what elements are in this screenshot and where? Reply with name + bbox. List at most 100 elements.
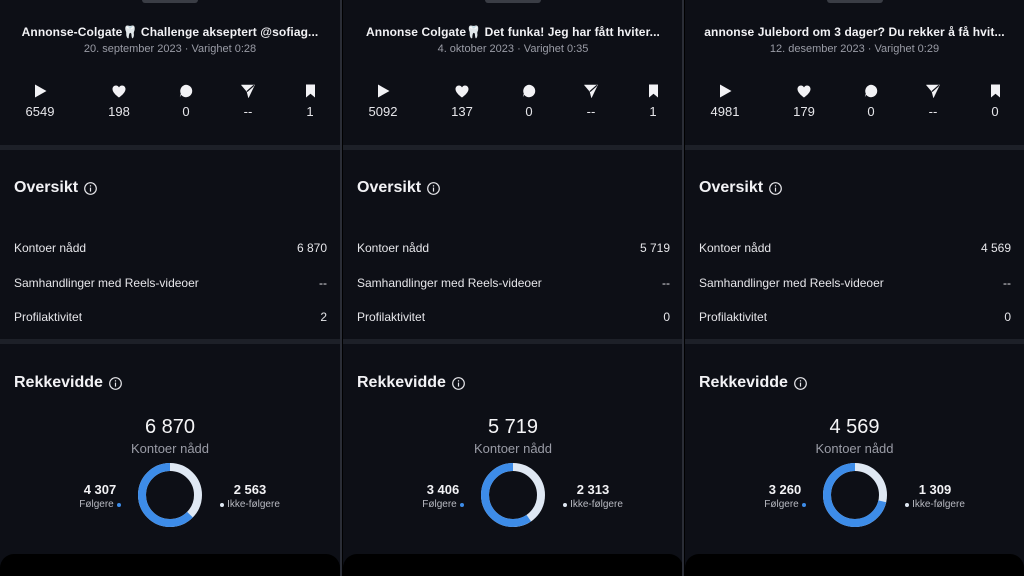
reach-donut-chart[interactable] — [480, 462, 546, 528]
overview-row-profile-activity[interactable]: Profilaktivitet 2 — [14, 310, 327, 324]
reach-total-label: Kontoer nådd — [815, 441, 894, 456]
comments-stat[interactable]: 0 — [504, 84, 554, 119]
reach-donut-chart[interactable] — [822, 462, 888, 528]
likes-stat[interactable]: 179 — [779, 84, 829, 119]
followers-count: 4 307 — [83, 482, 117, 497]
overview-row-reels-interactions[interactable]: Samhandlinger med Reels-videoer -- — [14, 276, 327, 290]
overview-row-reels-interactions[interactable]: Samhandlinger med Reels-videoer -- — [357, 276, 670, 290]
overview-row-accounts-reached[interactable]: Kontoer nådd 5 719 — [357, 241, 670, 255]
overview-title-text: Oversikt — [357, 179, 422, 196]
followers-dot — [116, 502, 121, 507]
donut-followers-arc — [138, 463, 202, 527]
followers-legend: 3 406 Følgere — [403, 482, 483, 510]
followers-label-row: Følgere — [60, 499, 140, 510]
shares-stat[interactable]: -- — [566, 84, 616, 119]
reach-title-text: Rekkevidde — [14, 374, 103, 391]
followers-label-row: Følgere — [403, 499, 483, 510]
row-label: Samhandlinger med Reels-videoer — [357, 276, 542, 290]
saves-stat[interactable]: 1 — [628, 84, 678, 119]
overview-row-profile-activity[interactable]: Profilaktivitet 0 — [357, 310, 670, 324]
row-label: Kontoer nådd — [357, 241, 430, 255]
saves-stat[interactable]: 1 — [285, 84, 335, 119]
info-icon[interactable] — [452, 376, 465, 390]
nonfollowers-legend: 2 313 Ikke-følgere — [548, 482, 638, 510]
info-icon[interactable] — [84, 181, 97, 195]
reach-total-label: Kontoer nådd — [473, 441, 553, 456]
bookmark-icon — [628, 84, 678, 98]
overview-row-reels-interactions[interactable]: Samhandlinger med Reels-videoer -- — [699, 276, 1011, 290]
section-divider — [0, 145, 340, 150]
post-meta: 12. desember 2023 · Varighet 0:29 — [769, 43, 940, 55]
plays-stat[interactable]: 5092 — [358, 84, 408, 119]
followers-count: 3 260 — [768, 482, 802, 497]
section-divider — [343, 339, 683, 344]
row-value: 0 — [1004, 310, 1011, 324]
engagement-stats: 4981 179 0 -- — [685, 84, 1024, 124]
comment-icon — [504, 84, 554, 98]
saves-count: 1 — [649, 104, 657, 119]
followers-label: Følgere — [422, 499, 457, 510]
reach-title: Rekkevidde — [699, 374, 807, 392]
post-title: annonse Julebord om 3 dager? Du rekker å… — [704, 25, 1005, 39]
saves-stat[interactable]: 0 — [970, 84, 1020, 119]
reach-total: 4 569 — [829, 416, 880, 438]
overview-row-accounts-reached[interactable]: Kontoer nådd 6 870 — [14, 241, 327, 255]
row-label: Kontoer nådd — [699, 241, 772, 255]
comments-stat[interactable]: 0 — [846, 84, 896, 119]
heart-icon — [437, 84, 487, 98]
play-icon — [358, 84, 408, 98]
reach-title-text: Rekkevidde — [357, 374, 446, 391]
plays-stat[interactable]: 4981 — [700, 84, 750, 119]
row-value: -- — [1003, 276, 1011, 290]
shares-stat[interactable]: -- — [223, 84, 273, 119]
followers-dot — [459, 502, 464, 507]
reach-total-label: Kontoer nådd — [130, 441, 210, 456]
share-icon — [566, 84, 616, 98]
donut-followers-arc — [481, 463, 545, 527]
info-icon[interactable] — [794, 376, 807, 390]
plays-stat[interactable]: 6549 — [15, 84, 65, 119]
insights-panel-2: Annonse Colgate🦷 Det funka! Jeg har fått… — [343, 0, 683, 576]
share-icon — [223, 84, 273, 98]
shares-count: -- — [243, 104, 253, 119]
nonfollowers-label-row: Ikke-følgere — [548, 499, 638, 510]
shares-count: -- — [586, 104, 596, 119]
reach-donut-chart[interactable] — [137, 462, 203, 528]
followers-legend: 4 307 Følgere — [60, 482, 140, 510]
reach-total: 5 719 — [487, 416, 539, 438]
row-value: 5 719 — [639, 241, 670, 255]
nonfollowers-label-row: Ikke-følgere — [205, 499, 295, 510]
info-icon[interactable] — [109, 376, 122, 390]
nonfollowers-dot — [905, 502, 910, 507]
heart-icon — [779, 84, 829, 98]
likes-count: 179 — [793, 104, 815, 119]
likes-stat[interactable]: 198 — [94, 84, 144, 119]
nonfollowers-count: 1 309 — [918, 482, 952, 497]
plays-count: 4981 — [710, 104, 740, 119]
info-icon[interactable] — [427, 181, 440, 195]
share-icon — [908, 84, 958, 98]
overview-row-accounts-reached[interactable]: Kontoer nådd 4 569 — [699, 241, 1011, 255]
likes-count: 137 — [451, 104, 473, 119]
comments-stat[interactable]: 0 — [161, 84, 211, 119]
play-icon — [700, 84, 750, 98]
bookmark-icon — [285, 84, 335, 98]
post-meta: 4. oktober 2023 · Varighet 0:35 — [437, 43, 589, 55]
row-label: Profilaktivitet — [357, 310, 426, 324]
overview-title: Oversikt — [357, 179, 440, 197]
shares-count: -- — [928, 104, 938, 119]
row-label: Samhandlinger med Reels-videoer — [699, 276, 884, 290]
likes-stat[interactable]: 137 — [437, 84, 487, 119]
section-divider — [685, 145, 1024, 150]
info-icon[interactable] — [769, 181, 782, 195]
overview-row-profile-activity[interactable]: Profilaktivitet 0 — [699, 310, 1011, 324]
nonfollowers-dot — [563, 502, 568, 507]
panel-separator — [682, 0, 684, 576]
post-title: Annonse Colgate🦷 Det funka! Jeg har fått… — [366, 25, 660, 39]
followers-label: Følgere — [764, 499, 799, 510]
row-value: -- — [662, 276, 670, 290]
shares-stat[interactable]: -- — [908, 84, 958, 119]
overview-title-text: Oversikt — [699, 179, 764, 196]
row-value: 0 — [663, 310, 670, 324]
nonfollowers-label: Ikke-følgere — [227, 499, 280, 510]
